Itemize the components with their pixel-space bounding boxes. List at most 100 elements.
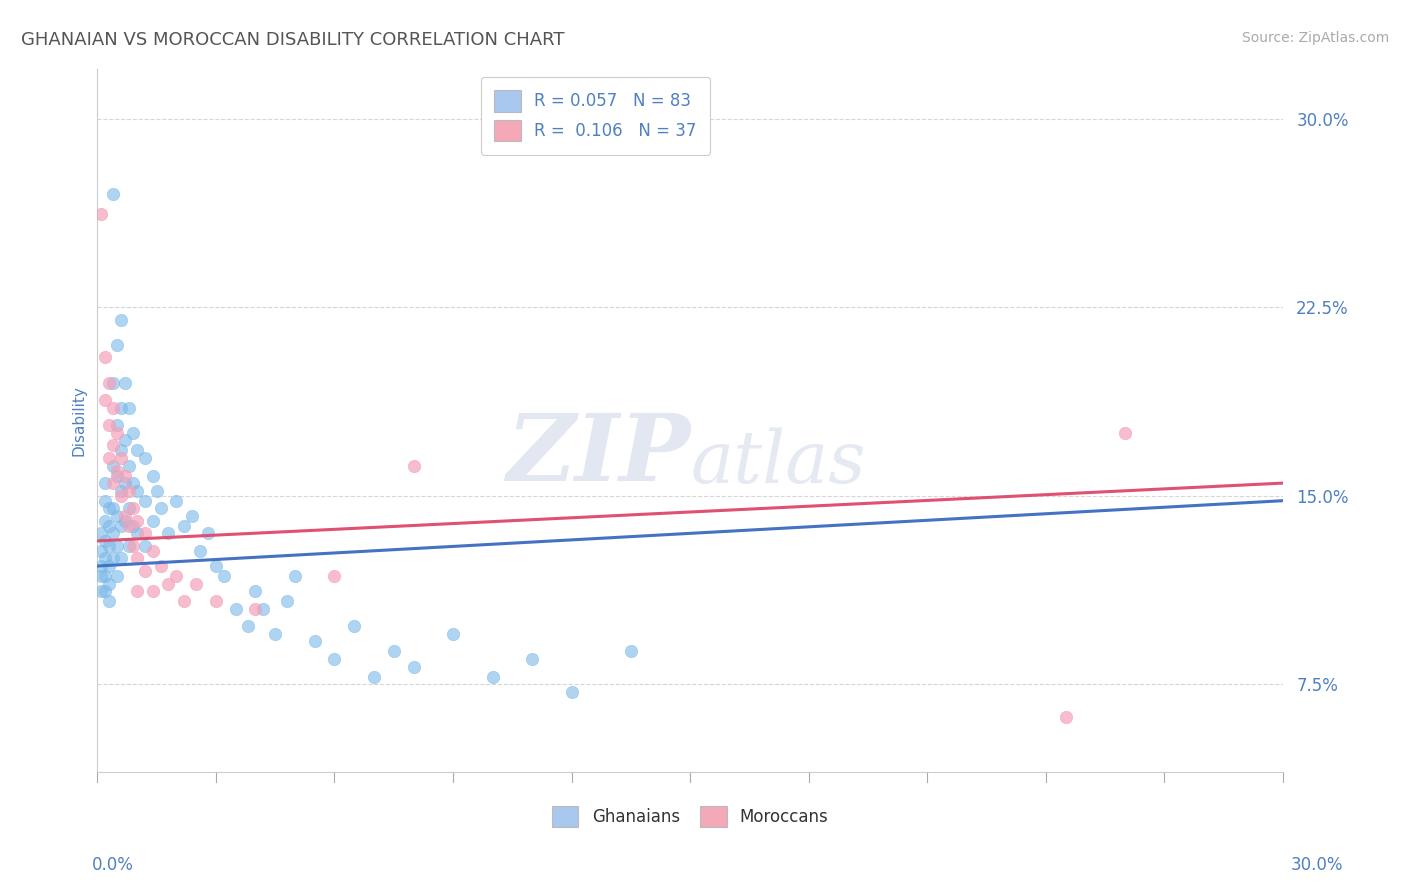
Point [105, 425, 128, 440]
Text: Source: ZipAtlas.com: Source: ZipAtlas.com [1241, 31, 1389, 45]
Point [149, 559, 172, 574]
Point [94, 493, 117, 508]
Text: 0.0%: 0.0% [91, 856, 134, 874]
Point [122, 501, 145, 516]
Point [145, 483, 167, 498]
Point [114, 376, 136, 390]
Point [105, 569, 128, 583]
Point [110, 450, 132, 465]
Point [118, 501, 141, 516]
Point [212, 569, 235, 583]
Point [101, 376, 124, 390]
Point [561, 684, 583, 698]
Point [98, 559, 121, 574]
Point [125, 584, 148, 599]
Point [101, 551, 124, 566]
Point [94, 476, 117, 491]
Point [520, 652, 543, 666]
Point [90, 559, 112, 574]
Point [142, 584, 165, 599]
Point [98, 450, 121, 465]
Point [236, 619, 259, 633]
Point [90, 526, 112, 541]
Point [110, 483, 132, 498]
Point [94, 551, 117, 566]
Point [173, 518, 195, 533]
Point [142, 514, 165, 528]
Point [363, 669, 385, 683]
Legend: Ghanaians, Moroccans: Ghanaians, Moroccans [546, 799, 835, 834]
Point [149, 501, 172, 516]
Point [98, 539, 121, 553]
Point [402, 659, 425, 673]
Point [382, 644, 405, 658]
Point [110, 489, 132, 503]
Point [110, 551, 132, 566]
Point [98, 518, 121, 533]
Point [98, 418, 121, 433]
Point [441, 627, 464, 641]
Point [125, 551, 148, 566]
Point [134, 539, 156, 553]
Point [101, 401, 124, 415]
Point [157, 526, 180, 541]
Point [101, 187, 124, 202]
Point [205, 559, 228, 574]
Y-axis label: Disability: Disability [72, 384, 86, 456]
Point [1114, 425, 1136, 440]
Point [118, 539, 141, 553]
Point [284, 569, 307, 583]
Point [101, 501, 124, 516]
Point [323, 652, 346, 666]
Point [252, 601, 274, 615]
Point [188, 544, 211, 558]
Point [90, 584, 112, 599]
Point [101, 438, 124, 452]
Point [122, 425, 145, 440]
Point [101, 458, 124, 473]
Point [165, 569, 187, 583]
Text: GHANAIAN VS MOROCCAN DISABILITY CORRELATION CHART: GHANAIAN VS MOROCCAN DISABILITY CORRELAT… [21, 31, 565, 49]
Point [343, 619, 366, 633]
Point [118, 458, 141, 473]
Point [98, 376, 121, 390]
Point [105, 468, 128, 483]
Point [90, 544, 112, 558]
Point [205, 594, 228, 608]
Point [98, 594, 121, 608]
Point [94, 514, 117, 528]
Point [90, 569, 112, 583]
Point [122, 518, 145, 533]
Point [118, 401, 141, 415]
Point [142, 468, 165, 483]
Point [94, 584, 117, 599]
Point [114, 476, 136, 491]
Point [110, 312, 132, 326]
Point [134, 526, 156, 541]
Point [90, 207, 112, 221]
Point [165, 493, 187, 508]
Point [1054, 710, 1077, 724]
Point [94, 569, 117, 583]
Point [125, 526, 148, 541]
Point [110, 518, 132, 533]
Point [101, 526, 124, 541]
Point [114, 508, 136, 523]
Point [122, 476, 145, 491]
Point [245, 601, 267, 615]
Point [245, 584, 267, 599]
Point [197, 526, 219, 541]
Point [125, 483, 148, 498]
Point [142, 544, 165, 558]
Point [264, 627, 287, 641]
Point [98, 501, 121, 516]
Point [105, 508, 128, 523]
Point [304, 634, 326, 648]
Text: ZIP: ZIP [506, 410, 690, 500]
Point [94, 393, 117, 408]
Point [122, 539, 145, 553]
Point [101, 476, 124, 491]
Point [105, 464, 128, 478]
Point [402, 458, 425, 473]
Point [173, 594, 195, 608]
